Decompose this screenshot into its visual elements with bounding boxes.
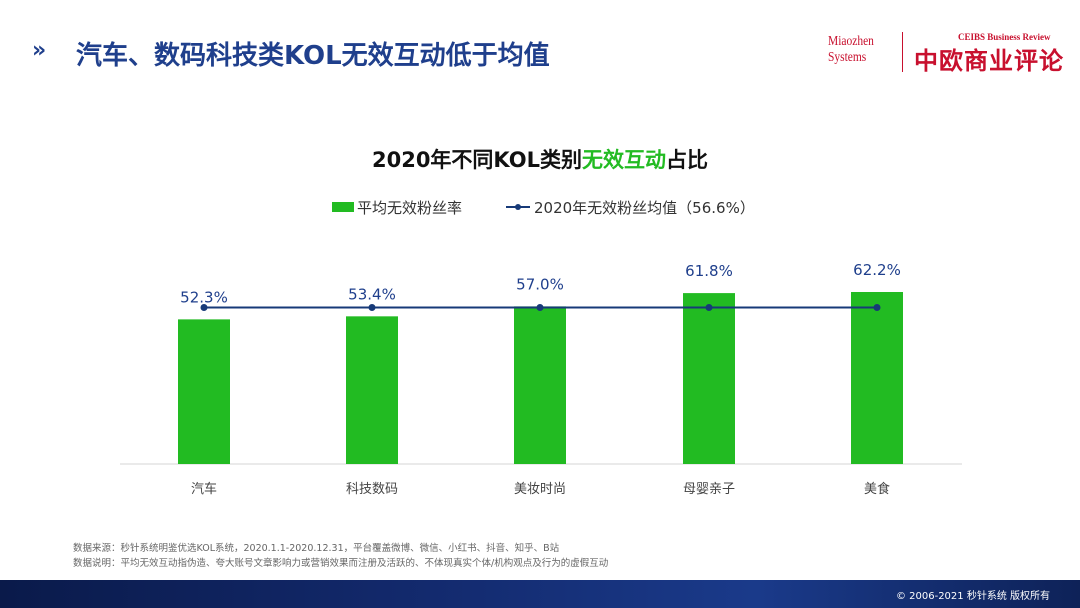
x-tick-label-3: 美妆时尚 (514, 482, 566, 497)
x-tick-label-1: 汽车 (191, 481, 217, 497)
footnote-source: 数据来源：秒针系统明鉴优选KOL系统，2020.1.1-2020.12.31，平… (73, 543, 560, 554)
footer-band: © 2006-2021 秒针系统 版权所有 (0, 580, 1080, 608)
data-label-3: 57.0% (516, 275, 564, 293)
miaozhen-logo-line2: Systems (828, 50, 867, 65)
legend-bar-swatch (332, 202, 354, 212)
page-title: 汽车、数码科技类KOL无效互动低于均值 (76, 41, 550, 71)
miaozhen-logo: Miaozhen Systems (828, 34, 879, 66)
chart-title: 2020年不同KOL类别无效互动占比 (0, 144, 1080, 174)
chart-title-highlight: 无效互动 (582, 148, 666, 172)
data-label-5: 62.2% (853, 261, 901, 279)
ceibs-logo: 中欧商业评论 (914, 46, 1064, 75)
x-tick-label-2: 科技数码 (346, 482, 398, 497)
data-label-2: 53.4% (348, 285, 396, 303)
bar-1 (178, 319, 230, 464)
average-point-1 (200, 303, 208, 311)
data-label-1: 52.3% (180, 288, 228, 306)
average-point-2 (368, 303, 376, 311)
header: » 汽车、数码科技类KOL无效互动低于均值 Miaozhen Systems C… (0, 0, 1080, 90)
legend-item-bar: 平均无效粉丝率 (332, 196, 462, 218)
bar-3 (514, 306, 566, 464)
bar-5 (851, 292, 903, 464)
miaozhen-logo-line1: Miaozhen (828, 34, 874, 49)
bar-4 (683, 293, 735, 464)
footnotes: 数据来源：秒针系统明鉴优选KOL系统，2020.1.1-2020.12.31，平… (73, 541, 608, 571)
bar-chart: 52.3% 汽车 53.4% 科技数码 57.0% 美妆时尚 61.8% 母婴亲子 62.2% 美… (120, 261, 962, 497)
legend-item-line: 2020年无效粉丝均值（56.6%） (506, 196, 755, 218)
data-label-4: 61.8% (685, 262, 733, 280)
legend-bar-label: 平均无效粉丝率 (357, 198, 463, 217)
logo-divider (902, 32, 903, 72)
chart-title-suffix: 占比 (666, 148, 708, 172)
copyright-text: © 2006-2021 秒针系统 版权所有 (895, 591, 1050, 602)
legend-line-label: 2020年无效粉丝均值（56.6%） (534, 198, 755, 217)
bar-2 (346, 316, 398, 464)
average-point-3 (536, 303, 544, 311)
x-tick-label-4: 母婴亲子 (683, 482, 735, 497)
average-point-4 (705, 303, 713, 311)
chart-title-prefix: 2020年不同KOL类别 (371, 148, 582, 172)
average-point-5 (873, 303, 881, 311)
x-tick-label-5: 美食 (864, 481, 890, 497)
legend-line-swatch (506, 202, 530, 212)
ceibs-logo-subtitle: CEIBS Business Review (958, 32, 1051, 42)
footnote-note: 数据说明：平均无效互动指伪造、夸大账号文章影响力或营销效果而注册及活跃的、不体现… (73, 558, 609, 569)
